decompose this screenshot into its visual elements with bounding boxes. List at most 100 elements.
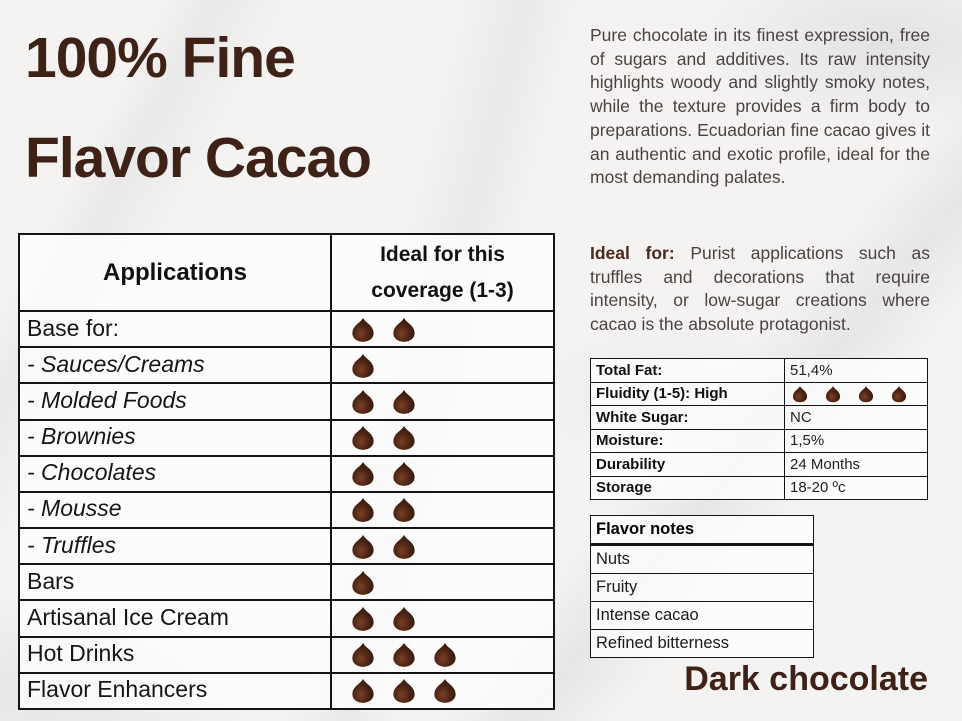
chocolate-chip-icon (858, 385, 874, 402)
spec-value: 1,5% (784, 428, 928, 453)
coverage-rating (330, 490, 555, 530)
application-row: - Brownies (18, 418, 555, 457)
chocolate-chip-icon (352, 498, 374, 523)
title-line-2: Flavor Cacao (25, 126, 372, 190)
chocolate-chip-icon (393, 606, 415, 631)
application-row: Flavor Enhancers (18, 671, 555, 711)
application-row: Hot Drinks (18, 635, 555, 674)
chocolate-chip-icon (352, 679, 374, 704)
application-label: Bars (18, 563, 332, 602)
flavor-note: Intense cacao (590, 601, 814, 630)
spec-row: White Sugar: NC (590, 405, 928, 430)
page-title: 100% Fine Flavor Cacao (25, 8, 372, 208)
spec-label: Fluidity (1-5): High (590, 381, 785, 406)
coverage-rating (330, 382, 555, 421)
application-row: Artisanal Ice Cream (18, 599, 555, 638)
application-row: - Mousse (18, 490, 555, 530)
flavor-notes-header: Flavor notes (590, 515, 814, 546)
spec-row: Durability 24 Months (590, 452, 928, 477)
spec-row: Total Fat: 51,4% (590, 358, 928, 383)
coverage-column-header: Ideal for this coverage (1-3) (330, 233, 555, 312)
application-label: - Truffles (18, 527, 332, 566)
chocolate-chip-icon (352, 425, 374, 450)
application-label: Artisanal Ice Cream (18, 599, 332, 638)
coverage-rating (330, 635, 555, 674)
spec-value: NC (784, 405, 928, 430)
spec-label: Storage (590, 475, 785, 500)
ideal-for-text: Purist applications such as truffles and… (590, 243, 930, 335)
application-row: - Molded Foods (18, 382, 555, 421)
flavor-note-row: Refined bitterness (590, 629, 814, 658)
application-label: - Chocolates (18, 454, 332, 493)
chocolate-chip-icon (393, 317, 415, 342)
spec-value (784, 381, 928, 406)
flavor-note-row: Nuts (590, 544, 814, 574)
application-label: - Molded Foods (18, 382, 332, 421)
chocolate-chip-icon (352, 353, 374, 378)
chocolate-chip-icon (393, 425, 415, 450)
product-name: Dark chocolate (684, 660, 928, 698)
spec-label: Total Fat: (590, 358, 785, 383)
chocolate-chip-icon (352, 606, 374, 631)
application-row: Bars (18, 563, 555, 602)
coverage-rating (330, 563, 555, 602)
chocolate-chip-icon (891, 385, 907, 402)
flavor-note: Nuts (590, 544, 814, 574)
application-row: Base for: (18, 309, 555, 349)
coverage-rating (330, 418, 555, 457)
coverage-rating (330, 346, 555, 385)
chocolate-chip-icon (352, 462, 374, 487)
flavor-note: Refined bitterness (590, 629, 814, 658)
application-label: - Sauces/Creams (18, 346, 332, 385)
flavor-note-row: Fruity (590, 573, 814, 602)
ideal-for-label: Ideal for: (590, 243, 675, 263)
flavor-notes-table: Flavor notes Nuts Fruity Intense cacao Refi… (590, 515, 814, 658)
application-label: - Brownies (18, 418, 332, 457)
application-label: Base for: (18, 309, 332, 349)
description-paragraph: Pure chocolate in its finest expression,… (590, 25, 930, 188)
spec-row: Storage 18-20 ºc (590, 475, 928, 500)
application-row: - Sauces/Creams (18, 346, 555, 385)
application-label: Flavor Enhancers (18, 671, 332, 711)
chocolate-chip-icon (393, 679, 415, 704)
coverage-rating (330, 599, 555, 638)
chocolate-chip-icon (393, 389, 415, 414)
chocolate-chip-icon (352, 317, 374, 342)
chocolate-chip-icon (352, 642, 374, 667)
flavor-note: Fruity (590, 573, 814, 602)
application-row: - Chocolates (18, 454, 555, 493)
ideal-for-paragraph: Ideal for: Purist applications such as t… (590, 242, 930, 337)
spec-label: White Sugar: (590, 405, 785, 430)
spec-value: 24 Months (784, 452, 928, 477)
specs-table: Total Fat: 51,4% Fluidity (1-5): High White… (590, 358, 928, 500)
chocolate-chip-icon (393, 534, 415, 559)
chocolate-chip-icon (434, 679, 456, 704)
spec-value: 18-20 ºc (784, 475, 928, 500)
chocolate-chip-icon (434, 642, 456, 667)
chocolate-chip-icon (352, 534, 374, 559)
coverage-rating (330, 671, 555, 711)
flavor-note-row: Intense cacao (590, 601, 814, 630)
spec-row: Fluidity (1-5): High (590, 381, 928, 406)
spec-label: Durability (590, 452, 785, 477)
chocolate-chip-icon (393, 642, 415, 667)
chocolate-chip-icon (792, 385, 808, 402)
coverage-rating (330, 527, 555, 566)
title-line-1: 100% Fine (25, 26, 296, 90)
flavor-notes-header-row: Flavor notes (590, 515, 814, 546)
chocolate-chip-icon (825, 385, 841, 402)
spec-label: Moisture: (590, 428, 785, 453)
applications-table: Applications Ideal for this coverage (1-… (18, 233, 555, 711)
chocolate-chip-icon (352, 570, 374, 595)
coverage-rating (330, 454, 555, 493)
chocolate-chip-icon (393, 498, 415, 523)
coverage-rating (330, 309, 555, 349)
spec-value: 51,4% (784, 358, 928, 383)
spec-row: Moisture: 1,5% (590, 428, 928, 453)
application-label: - Mousse (18, 490, 332, 530)
application-label: Hot Drinks (18, 635, 332, 674)
chocolate-chip-icon (393, 462, 415, 487)
applications-column-header: Applications (18, 233, 332, 312)
application-row: - Truffles (18, 527, 555, 566)
